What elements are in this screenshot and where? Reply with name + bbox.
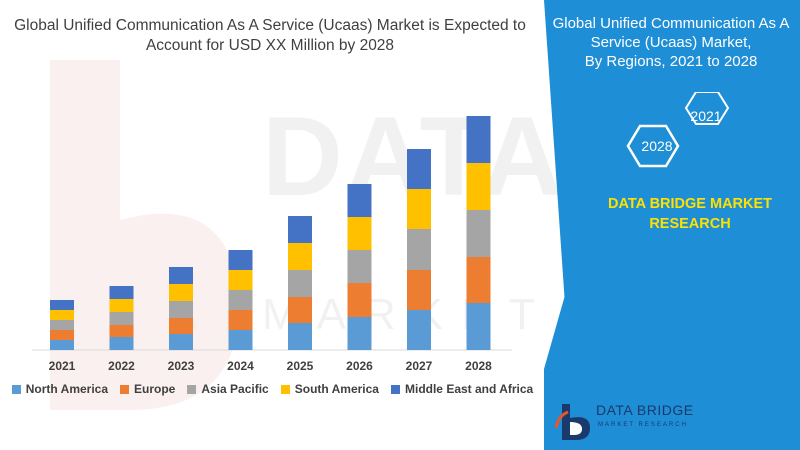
- bar-2023-series-2: [169, 301, 193, 318]
- brand-name: DATA BRIDGE MARKET RESEARCH: [590, 194, 790, 234]
- bar-2026-series-4: [347, 184, 372, 217]
- bar-2022-series-2: [109, 312, 134, 325]
- bar-2022-series-3: [109, 299, 134, 312]
- bar-2028-series-0: [466, 303, 491, 350]
- bar-2028-series-1: [466, 257, 491, 303]
- chart-legend: North America Europe Asia Pacific South Ame…: [0, 382, 545, 396]
- bar-2023-series-4: [169, 267, 193, 284]
- bar-2021-series-1: [50, 330, 74, 340]
- bar-2021-series-0: [50, 340, 74, 350]
- brand-line1: DATA BRIDGE MARKET: [607, 196, 773, 212]
- bar-2026-series-2: [347, 250, 372, 283]
- year-hexagons: [626, 92, 730, 168]
- bar-2022-series-0: [109, 337, 134, 350]
- x-tick-label: 2022: [108, 359, 135, 373]
- legend-swatch: [120, 384, 130, 394]
- legend-item: Europe: [120, 382, 175, 396]
- bar-2026-series-3: [347, 217, 372, 250]
- bar-2024-series-0: [228, 330, 253, 350]
- bar-2025-series-3: [288, 243, 312, 270]
- hex-label-start: 2021: [690, 108, 722, 124]
- x-tick-label: 2027: [406, 359, 433, 373]
- bar-2023-series-0: [169, 334, 193, 350]
- bar-2027-series-2: [407, 229, 431, 270]
- side-panel: [544, 0, 800, 450]
- chart-title: Global Unified Communication As A Servic…: [0, 16, 540, 56]
- bar-2022-series-1: [109, 325, 134, 337]
- legend-swatch: [390, 384, 400, 394]
- bar-2025-series-4: [288, 216, 312, 243]
- legend-item: Middle East and Africa: [390, 382, 534, 396]
- bar-2024-series-3: [228, 270, 253, 290]
- legend-item: North America: [11, 382, 109, 396]
- legend-label: Europe: [134, 382, 176, 396]
- bar-2028-series-4: [466, 116, 491, 163]
- bar-2027-series-0: [407, 310, 431, 350]
- bar-2024-series-1: [228, 310, 253, 330]
- bar-2026-series-1: [347, 283, 372, 317]
- x-tick-label: 2024: [227, 359, 254, 373]
- legend-swatch: [280, 384, 290, 394]
- bar-2028-series-2: [466, 210, 491, 257]
- panel-title-line2: Service (Ucaas) Market,: [590, 34, 752, 51]
- hexagon-end-year: [684, 92, 730, 125]
- legend-swatch: [11, 384, 21, 394]
- x-tick-label: 2028: [465, 359, 492, 373]
- legend-label: South America: [294, 382, 379, 396]
- panel-title: Global Unified Communication As A Servic…: [540, 14, 800, 71]
- legend-item: South America: [280, 382, 379, 396]
- bar-2021-series-3: [50, 310, 74, 320]
- bar-2027-series-4: [407, 149, 431, 189]
- stacked-bar-chart: 2021 2022 2023 2024 2025 2026 2027 2028: [32, 116, 512, 373]
- legend-label: Middle East and Africa: [404, 382, 534, 396]
- legend-label: Asia Pacific: [201, 382, 269, 396]
- chart-title-line1: Global Unified Communication As A Servic…: [14, 17, 526, 34]
- bar-2027-series-1: [407, 270, 431, 310]
- panel-title-line3: By Regions, 2021 to 2028: [584, 53, 758, 70]
- bar-2028-series-3: [466, 163, 491, 210]
- bar-2025-series-0: [288, 323, 312, 350]
- bar-2023-series-1: [169, 318, 193, 334]
- bar-2025-series-1: [288, 297, 312, 323]
- legend-label: North America: [25, 382, 109, 396]
- x-tick-label: 2026: [346, 359, 373, 373]
- bar-2024-series-2: [228, 290, 253, 310]
- bar-2027-series-3: [407, 189, 431, 229]
- logo-subtext: MARKET RESEARCH: [598, 422, 688, 428]
- bar-2023-series-3: [169, 284, 193, 301]
- bar-2025-series-2: [288, 270, 312, 297]
- bar-2021-series-2: [50, 320, 74, 330]
- bar-2021-series-4: [50, 300, 74, 310]
- hex-label-end: 2028: [641, 138, 673, 154]
- panel-title-line1: Global Unified Communication As A: [552, 15, 790, 32]
- x-tick-label: 2021: [49, 359, 76, 373]
- bar-2024-series-4: [228, 250, 253, 270]
- logo-name: DATA BRIDGE: [596, 402, 694, 418]
- brand-line2: RESEARCH: [649, 216, 731, 232]
- legend-item: Asia Pacific: [187, 382, 269, 396]
- data-bridge-logo-icon: [554, 404, 590, 440]
- bar-2022-series-4: [109, 286, 134, 299]
- bar-2026-series-0: [347, 317, 372, 350]
- x-tick-label: 2025: [287, 359, 314, 373]
- x-tick-label: 2023: [168, 359, 195, 373]
- legend-swatch: [187, 384, 197, 394]
- chart-title-line2: Account for USD XX Million by 2028: [145, 37, 395, 54]
- hexagon-start-year: [626, 124, 680, 168]
